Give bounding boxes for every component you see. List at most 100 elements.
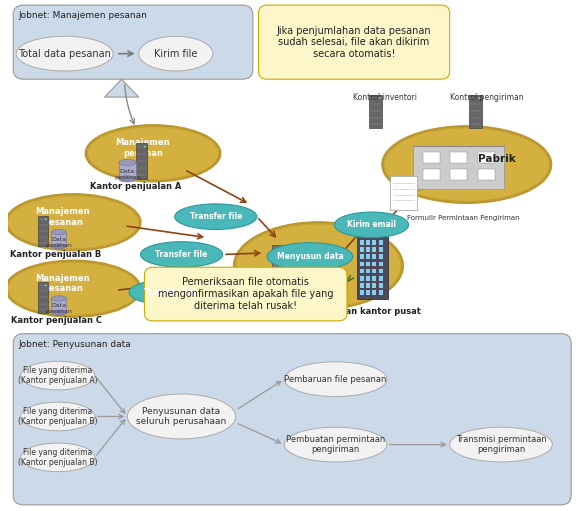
Text: Pembaruan file pesanan: Pembaruan file pesanan	[284, 375, 387, 384]
Bar	[379, 240, 383, 245]
Bar	[450, 152, 468, 163]
Ellipse shape	[5, 194, 141, 251]
Text: Data
pesanan: Data pesanan	[46, 237, 72, 248]
Bar	[469, 95, 481, 128]
Text: Pemeriksaan file otomatis
mengonfirmasikan apakah file yang
diterima telah rusak: Pemeriksaan file otomatis mengonfirmasik…	[158, 277, 334, 311]
Text: Sistem manajemen penjualan kantor pusat: Sistem manajemen penjualan kantor pusat	[217, 307, 420, 316]
Bar	[379, 283, 383, 288]
Ellipse shape	[127, 394, 236, 439]
Text: Data
pesanan: Data pesanan	[114, 169, 141, 180]
Bar	[360, 247, 364, 252]
Text: Transfer file: Transfer file	[155, 250, 208, 259]
Bar	[372, 290, 376, 295]
Text: Kontrol pengiriman: Kontrol pengiriman	[450, 93, 524, 102]
Ellipse shape	[16, 36, 113, 71]
FancyBboxPatch shape	[144, 267, 347, 321]
Ellipse shape	[21, 443, 95, 472]
Bar	[372, 276, 376, 281]
Bar	[390, 176, 417, 210]
Ellipse shape	[140, 242, 223, 267]
Text: Kantor penjualan B: Kantor penjualan B	[10, 250, 102, 259]
Bar	[423, 152, 440, 163]
Bar	[360, 283, 364, 288]
Bar	[38, 282, 48, 313]
Bar	[272, 245, 291, 301]
Bar	[366, 240, 370, 245]
Ellipse shape	[335, 212, 409, 238]
Circle shape	[479, 97, 480, 99]
Text: Transfer file: Transfer file	[190, 212, 242, 221]
Circle shape	[45, 285, 47, 287]
Ellipse shape	[119, 159, 136, 166]
Circle shape	[379, 97, 380, 99]
Bar	[366, 290, 370, 295]
Ellipse shape	[175, 204, 257, 229]
Bar	[450, 169, 468, 180]
Bar	[372, 240, 376, 245]
Bar	[301, 278, 324, 301]
Ellipse shape	[267, 243, 353, 270]
Bar	[360, 276, 364, 281]
Circle shape	[144, 146, 146, 148]
Ellipse shape	[8, 262, 139, 315]
Ellipse shape	[236, 224, 401, 308]
Bar	[379, 262, 383, 266]
Ellipse shape	[5, 260, 141, 317]
Text: Kontrol inventori: Kontrol inventori	[353, 93, 417, 102]
Bar	[51, 232, 66, 246]
Ellipse shape	[301, 297, 324, 306]
FancyBboxPatch shape	[13, 5, 253, 79]
Bar	[366, 283, 370, 288]
Text: Kantor penjualan C: Kantor penjualan C	[10, 316, 102, 326]
Bar	[379, 290, 383, 295]
Bar	[360, 269, 364, 273]
Text: Menyusun data: Menyusun data	[276, 252, 343, 261]
FancyBboxPatch shape	[13, 334, 571, 505]
Text: File yang diterima
(Kantor penjualan B): File yang diterima (Kantor penjualan B)	[18, 448, 98, 467]
Bar	[366, 254, 370, 259]
Ellipse shape	[450, 427, 553, 462]
Bar	[477, 152, 495, 163]
Text: Manajemen
pesanan: Manajemen pesanan	[116, 138, 170, 158]
Bar	[51, 298, 66, 313]
Ellipse shape	[21, 402, 95, 431]
Text: Jobnet: Manajemen pesanan: Jobnet: Manajemen pesanan	[19, 11, 148, 20]
Ellipse shape	[51, 310, 66, 315]
Ellipse shape	[21, 361, 95, 390]
Ellipse shape	[87, 127, 218, 180]
Ellipse shape	[129, 280, 211, 305]
Text: File yang diterima
(Kantor penjualan A): File yang diterima (Kantor penjualan A)	[18, 366, 98, 385]
Ellipse shape	[284, 427, 387, 462]
Ellipse shape	[51, 244, 66, 249]
Bar	[360, 254, 364, 259]
Bar	[360, 240, 364, 245]
Text: Kantor penjualan A: Kantor penjualan A	[90, 181, 181, 191]
Bar	[366, 262, 370, 266]
Bar	[366, 247, 370, 252]
Text: Data
pesanan: Data pesanan	[46, 303, 72, 314]
Text: Transfer file: Transfer file	[144, 288, 197, 297]
Ellipse shape	[284, 362, 387, 397]
Bar	[366, 269, 370, 273]
Polygon shape	[105, 79, 139, 97]
Text: Total data pesanan: Total data pesanan	[18, 49, 111, 59]
Text: Manajemen
pesanan: Manajemen pesanan	[36, 274, 90, 293]
Bar	[423, 169, 440, 180]
Circle shape	[45, 219, 47, 220]
Bar	[119, 162, 136, 179]
Bar	[372, 269, 376, 273]
Ellipse shape	[234, 222, 403, 310]
Ellipse shape	[8, 196, 139, 249]
Text: Jobnet: Penyusunan data: Jobnet: Penyusunan data	[19, 340, 132, 349]
Bar	[357, 233, 388, 299]
Bar	[379, 276, 383, 281]
Bar	[477, 169, 495, 180]
Ellipse shape	[139, 36, 213, 71]
Bar	[136, 143, 147, 179]
Bar	[372, 247, 376, 252]
Text: Jika penjumlahan data pesanan
sudah selesai, file akan dikirim
secara otomatis!: Jika penjumlahan data pesanan sudah sele…	[277, 26, 431, 59]
Bar	[379, 247, 383, 252]
FancyBboxPatch shape	[258, 5, 450, 79]
Bar	[372, 254, 376, 259]
Text: Pembuatan permintaan
pengiriman: Pembuatan permintaan pengiriman	[286, 435, 385, 454]
